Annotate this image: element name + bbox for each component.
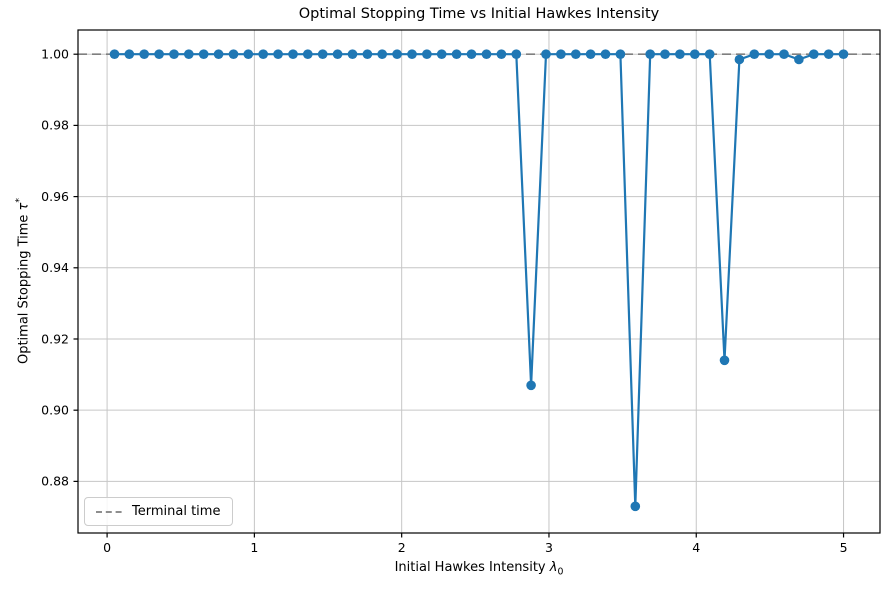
data-point	[645, 49, 655, 59]
data-point	[154, 49, 164, 59]
x-axis-label: Initial Hawkes Intensity λ0	[78, 560, 880, 578]
x-tick-label: 2	[398, 540, 406, 555]
data-point	[317, 49, 328, 59]
data-point	[615, 49, 626, 59]
legend-dash-icon	[96, 510, 122, 513]
data-point	[794, 54, 804, 65]
legend-label-terminal-time: Terminal time	[132, 504, 221, 519]
y-axis-label-superscript: *	[14, 197, 25, 203]
y-axis-label: Optimal Stopping Time τ*	[14, 198, 31, 364]
x-axis-label-text: Initial Hawkes Intensity	[394, 560, 550, 575]
data-point	[332, 49, 343, 59]
y-axis-label-symbol: τ	[16, 202, 32, 211]
data-point	[422, 49, 432, 59]
data-point	[184, 49, 194, 59]
data-point	[288, 49, 298, 59]
data-point	[198, 49, 209, 59]
data-point	[749, 49, 760, 59]
axes-spines	[77, 29, 881, 534]
data-point	[109, 49, 120, 59]
x-axis-label-subscript: 0	[557, 566, 564, 578]
data-point	[139, 49, 149, 59]
y-tick-label: 0.88	[41, 474, 69, 489]
data-point	[347, 49, 358, 59]
data-point	[809, 49, 819, 59]
data-point	[541, 49, 551, 59]
data-point	[571, 49, 581, 59]
data-point	[169, 49, 179, 59]
data-point	[764, 49, 774, 59]
data-point	[600, 49, 611, 59]
data-point	[273, 49, 283, 59]
data-point	[451, 49, 462, 59]
data-point	[496, 49, 507, 59]
y-tick-label: 0.98	[41, 118, 69, 133]
data-point	[704, 49, 715, 59]
data-point	[466, 49, 477, 59]
data-point	[675, 49, 685, 59]
data-point	[511, 49, 522, 59]
y-tick-label: 0.92	[41, 331, 69, 346]
data-point	[556, 49, 566, 59]
data-point	[481, 49, 492, 59]
y-tick-label: 0.96	[41, 189, 69, 204]
x-tick-label: 3	[545, 540, 553, 555]
data-point	[838, 49, 849, 59]
data-point	[436, 49, 447, 59]
data-point	[630, 501, 641, 512]
data-point	[823, 49, 834, 59]
data-point	[407, 49, 417, 59]
data-point	[228, 49, 239, 59]
data-point	[377, 49, 388, 59]
data-point	[303, 49, 313, 59]
x-tick-label: 1	[250, 540, 258, 555]
data-point	[585, 49, 596, 59]
x-tick-label: 5	[840, 540, 848, 555]
legend: Terminal time	[84, 497, 234, 526]
y-tick-label: 1.00	[41, 47, 69, 62]
data-point	[258, 49, 269, 59]
y-tick-label: 0.90	[41, 402, 69, 417]
y-axis-label-text: Optimal Stopping Time	[16, 210, 32, 365]
data-point	[779, 49, 789, 59]
data-point	[526, 380, 536, 391]
data-point	[719, 355, 730, 366]
data-point	[124, 49, 135, 59]
data-point	[660, 49, 670, 59]
data-point	[690, 49, 700, 59]
y-tick-label: 0.94	[41, 260, 69, 275]
series-line	[113, 53, 845, 508]
data-point	[734, 54, 745, 65]
data-point	[243, 49, 254, 59]
x-axis-label-symbol: λ	[549, 560, 558, 575]
data-point	[392, 49, 402, 59]
data-point	[362, 49, 373, 59]
x-tick-label: 0	[103, 540, 111, 555]
data-point	[213, 49, 224, 59]
x-tick-label: 4	[692, 540, 700, 555]
chart-title: Optimal Stopping Time vs Initial Hawkes …	[298, 6, 660, 22]
